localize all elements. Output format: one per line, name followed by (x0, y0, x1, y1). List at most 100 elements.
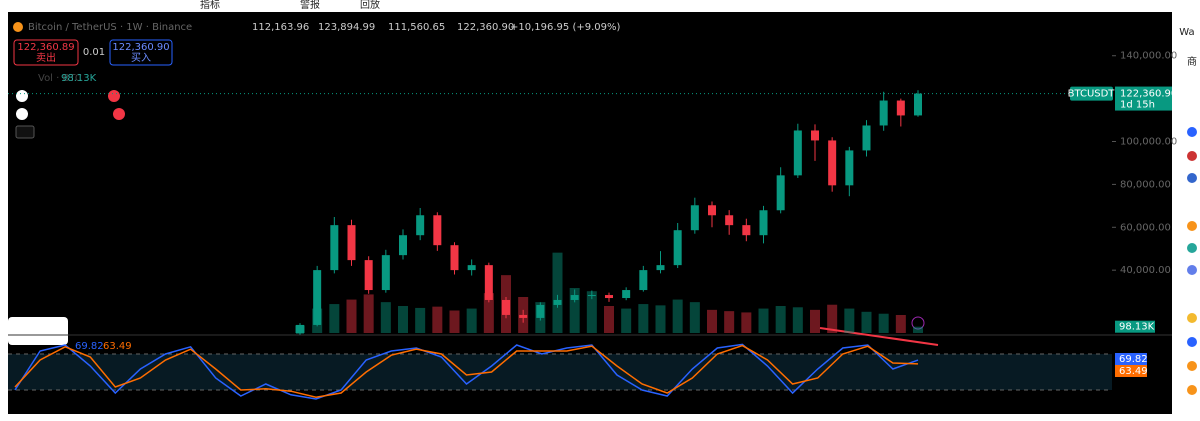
y-tick-label: 100,000.00 (1120, 137, 1177, 148)
volume-bar (844, 308, 855, 333)
volume-bar (895, 315, 906, 333)
volume-bar (586, 291, 597, 333)
candle-body (399, 235, 407, 256)
y-tick-label: 140,000.00 (1120, 51, 1177, 62)
candle-body (622, 290, 631, 299)
warning-icon (108, 90, 120, 102)
toolbar-item[interactable]: 指标 (200, 0, 220, 11)
trend-line (819, 327, 939, 346)
buy-label: 买入 (131, 52, 151, 64)
volume-bar (810, 309, 820, 333)
stoch-legend: 63.49 (103, 341, 132, 352)
volume-bar (672, 299, 683, 333)
drawing-tools[interactable] (8, 317, 68, 345)
stoch-line (14, 343, 919, 400)
volume-bar (621, 308, 632, 333)
stoch-legend: 69.82 (75, 341, 104, 352)
volume-bar (432, 306, 443, 333)
candle-body (879, 100, 888, 126)
symbol[interactable]: Bitcoin / TetherUS · 1W · Binance (28, 22, 192, 33)
volume-bar (913, 326, 923, 333)
candle-body (811, 130, 819, 141)
price-tag-label: 122,360.90 (1120, 89, 1177, 100)
candle-body (759, 210, 768, 236)
volume-legend-value: 98.13K (61, 73, 97, 84)
candle-body (896, 100, 905, 116)
candle-body (725, 215, 734, 226)
indicator-toggle[interactable] (16, 108, 28, 120)
volume-bar (758, 308, 769, 333)
volume-bar (827, 304, 838, 333)
stoch-tag (1115, 365, 1147, 377)
sell-button[interactable] (13, 39, 79, 66)
volume-bar (329, 304, 340, 333)
watchlist-title: Wa (1179, 27, 1194, 38)
candle-body (656, 265, 665, 271)
candle-body (519, 314, 528, 318)
candle-body (570, 295, 579, 300)
collapse-button[interactable] (15, 125, 35, 139)
volume-bar (415, 307, 426, 333)
volume-bar (380, 302, 391, 333)
candle-body (845, 150, 854, 186)
volume-bar (775, 306, 786, 333)
ohlc-low: 111,560.65 (388, 22, 445, 33)
y-tick-label: 40,000.00 (1120, 265, 1171, 276)
candle-body (467, 265, 476, 271)
volume-tag (1115, 320, 1155, 333)
ohlc-open: 112,163.96 (252, 22, 309, 33)
volume-bar (552, 252, 563, 333)
sell-price: 122,360.89 (17, 42, 74, 53)
candle-body (776, 175, 785, 211)
volume-bar (707, 309, 717, 333)
volume-bar (792, 307, 803, 333)
volume-legend-label: Vol · BTC (38, 73, 82, 84)
spread: 0.01 (83, 47, 105, 58)
stoch-line (14, 344, 919, 398)
candle-body (793, 130, 802, 176)
band-fill (8, 354, 1112, 390)
toolbar-item[interactable]: 警报 (300, 0, 320, 11)
volume-tag-label: 98.13K (1119, 322, 1155, 333)
symbol-tag-label: BTCUSDT (1068, 89, 1116, 100)
toolbar-item[interactable]: 回放 (360, 0, 380, 11)
candle-body (536, 304, 545, 318)
volume-bar (741, 312, 752, 333)
candle-body (433, 215, 442, 246)
event-icon (911, 316, 925, 330)
volume-bar (861, 311, 872, 333)
y-tick-label: 80,000.00 (1120, 179, 1171, 190)
volume-bar (449, 310, 460, 333)
candle-body (914, 93, 922, 116)
indicator-toggle[interactable] (16, 90, 28, 102)
ohlc-high: 123,894.99 (318, 22, 375, 33)
ohlc-change: +10,196.95 (+9.09%) (510, 22, 620, 33)
candle-body (296, 324, 304, 334)
volume-bar (604, 306, 614, 333)
candle-body (416, 215, 425, 236)
ohlc-close: 122,360.90 (457, 22, 514, 33)
stoch-tag-label: 63.49 (1119, 366, 1148, 377)
candle-body (639, 270, 648, 291)
candle-body (347, 225, 356, 261)
price-tag (1115, 86, 1172, 111)
candle-body (587, 295, 596, 297)
volume-bar (655, 305, 666, 333)
volume-bar (638, 304, 649, 333)
buy-price: 122,360.90 (112, 42, 169, 53)
volume-bar (346, 299, 357, 333)
candle-body (381, 255, 390, 291)
buy-button[interactable] (109, 39, 173, 66)
candle-body (828, 140, 837, 186)
stoch-tag-label: 69.82 (1119, 354, 1148, 365)
watchlist-tab[interactable]: 商 (1187, 55, 1197, 68)
stoch-tag (1115, 353, 1147, 365)
candle-body (364, 260, 373, 291)
candle-body (742, 225, 751, 236)
volume-bar (724, 311, 735, 333)
candle-body (484, 265, 493, 300)
volume-bar (466, 308, 477, 333)
candle-body (690, 205, 699, 231)
symbol-icon (13, 22, 23, 32)
candle-body (708, 205, 716, 216)
